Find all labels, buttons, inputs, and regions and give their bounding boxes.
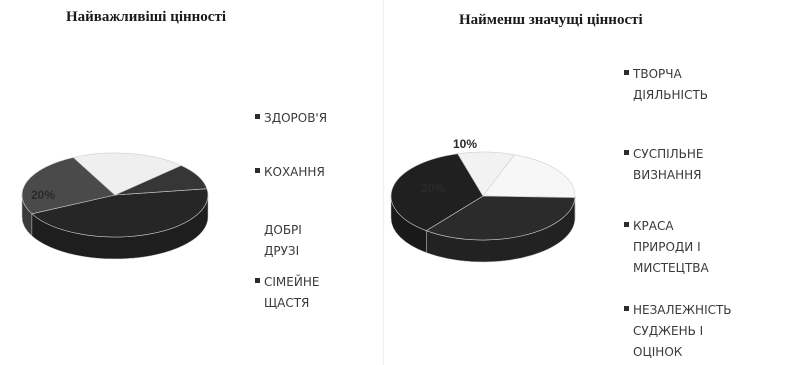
- legend-label: СІМЕЙНЕ ЩАСТЯ: [264, 275, 320, 310]
- legend-item-сімейне-щастя: СІМЕЙНЕ ЩАСТЯ: [255, 272, 319, 314]
- data-label: 10%: [453, 137, 477, 151]
- legend-marker: [255, 168, 260, 173]
- pie-slice-добрі-друзі: [72, 152, 182, 196]
- chart-panel-least-important: Найменш значущі цінності 10% 20% ТВОРЧА Д…: [385, 0, 789, 365]
- legend-marker: [624, 222, 629, 227]
- legend-label: ЗДОРОВ'Я: [264, 111, 328, 125]
- pie-chart-most-important: 20%: [21, 152, 209, 260]
- pie-slice-незалежність-суджень-і-оцінок: [390, 153, 484, 232]
- legend-marker: [255, 114, 260, 119]
- legend-marker: [624, 306, 629, 311]
- pie-slice-краса-природи-і-мистецтва: [425, 195, 576, 241]
- legend-marker: [255, 278, 260, 283]
- chart-title: Найменш значущі цінності: [459, 12, 643, 28]
- data-label: 20%: [31, 188, 55, 202]
- panel-divider: [383, 0, 384, 365]
- data-label: 20%: [421, 181, 445, 195]
- pie-slice-здоров-я: [31, 188, 209, 238]
- legend-label: СУСПІЛЬНЕ ВИЗНАННЯ: [633, 147, 704, 182]
- legend-marker: [624, 150, 629, 155]
- legend-label: ТВОРЧА ДІЯЛЬНІСТЬ: [633, 67, 709, 102]
- legend-label: КРАСА ПРИРОДИ І МИСТЕЦТВА: [633, 219, 709, 275]
- chart-title: Найважливіші цінності: [66, 9, 226, 25]
- legend-item-краса-природи-і-мистецтва: КРАСА ПРИРОДИ І МИСТЕЦТВА: [624, 216, 709, 279]
- legend-item-суспільне-визнання: СУСПІЛЬНЕ ВИЗНАННЯ: [624, 144, 704, 186]
- legend-item-добрі-друзі: ДОБРІ ДРУЗІ: [255, 220, 302, 262]
- pie-chart-least-important: 10% 20%: [390, 137, 576, 263]
- legend-label: ДОБРІ ДРУЗІ: [264, 223, 302, 258]
- pie-slice-суспільне-визнання: [482, 154, 576, 198]
- chart-panel-most-important: Найважливіші цінності 20% ЗДОРОВ'Я КОХАНН…: [0, 0, 385, 365]
- pie-slice-кохання: [21, 157, 116, 215]
- legend-label: НЕЗАЛЕЖНІСТЬ СУДЖЕНЬ І ОЦІНОК: [633, 303, 732, 359]
- legend-marker: [624, 70, 629, 75]
- pie-slice-сімейне-щастя: [114, 165, 208, 196]
- legend-item-творча-діяльність: ТВОРЧА ДІЯЛЬНІСТЬ: [624, 64, 708, 106]
- legend-item-кохання: КОХАННЯ: [255, 162, 325, 183]
- legend-marker: [255, 226, 260, 231]
- legend-item-здоров-я: ЗДОРОВ'Я: [255, 108, 327, 129]
- legend-label: КОХАННЯ: [264, 165, 325, 179]
- legend-item-незалежність-суджень-і-оцінок: НЕЗАЛЕЖНІСТЬ СУДЖЕНЬ І ОЦІНОК: [624, 300, 732, 363]
